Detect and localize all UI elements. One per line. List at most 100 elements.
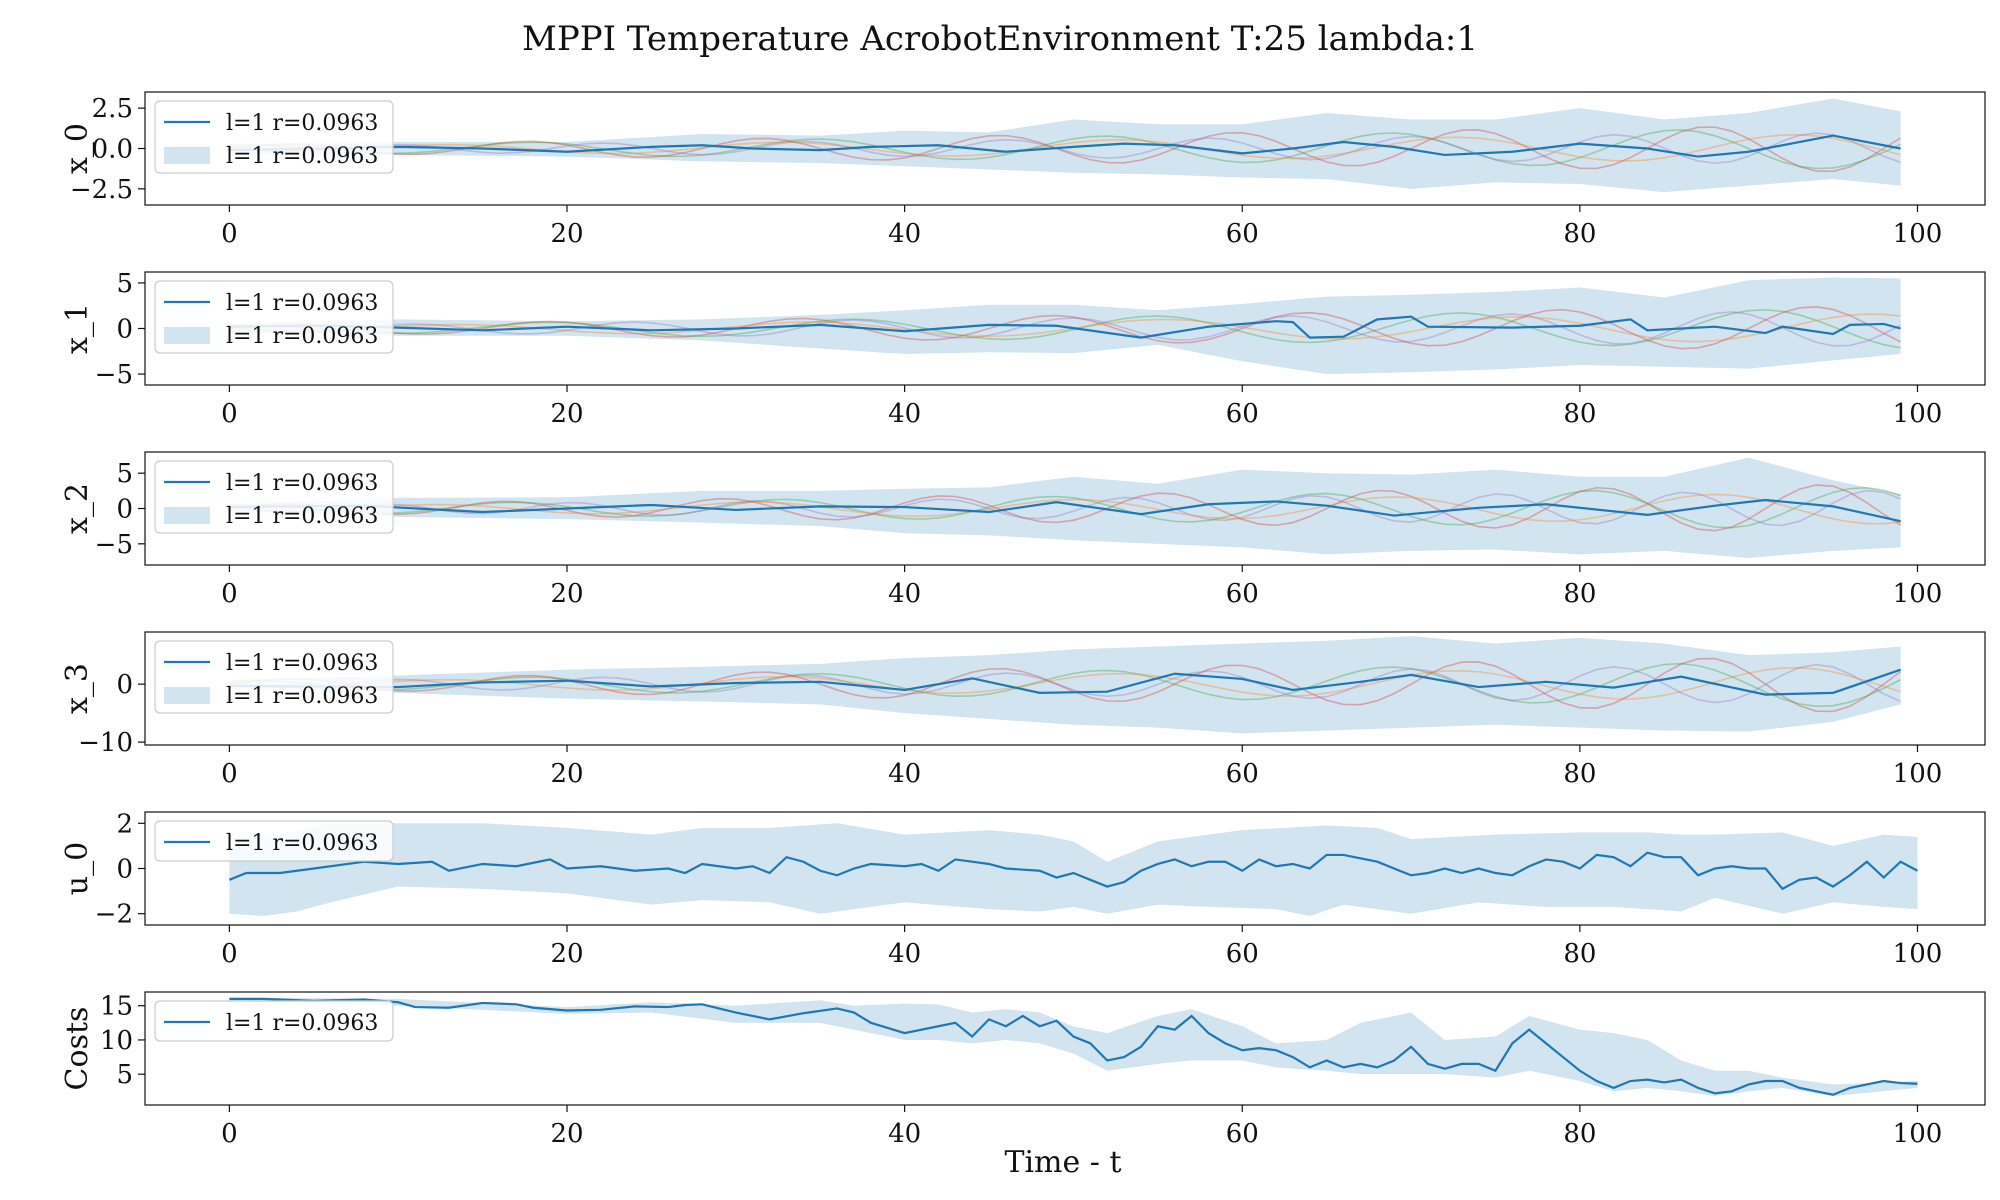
legend-band-swatch [164,147,210,164]
sample-trajectory-2 [229,309,1901,349]
mean-line [228,851,1918,891]
x-tick-label: 20 [550,579,583,609]
legend-box [154,820,394,862]
mean-line [229,134,1901,158]
axes-frame [144,991,1986,1106]
legend: l=1 r=0.0963 [154,1000,394,1042]
uncertainty-band [229,98,1901,193]
uncertainty-band [229,457,1901,558]
x-axis-label: Time - t [1004,1145,1121,1180]
x-tick-label: 40 [888,1119,921,1149]
y-tick-label: 5 [116,459,133,489]
x-tick-label: 60 [1226,939,1259,969]
x-tick-label: 60 [1226,579,1259,609]
plot-area-x-3 [229,636,1902,734]
legend-band-swatch [164,507,210,524]
x-tick-label: 0 [221,939,238,969]
uncertainty-band [229,277,1901,375]
x-tick-label: 80 [1563,759,1596,789]
y-tick-label: −5 [95,530,133,560]
sample-trajectory-1 [229,657,1902,713]
figure-title: MPPI Temperature AcrobotEnvironment T:25… [522,19,1478,59]
mean-line [229,997,1918,1096]
uncertainty-band [229,823,1918,916]
y-tick-label: −2.5 [70,175,133,205]
x-tick-label: 40 [888,759,921,789]
legend-label: l=1 r=0.0963 [226,291,378,316]
legend-box [154,280,394,354]
x-tick-label: 60 [1226,759,1259,789]
y-tick-label: 0 [116,670,133,700]
legend: l=1 r=0.0963 l=1 r=0.0963 [154,460,394,534]
legend: l=1 r=0.0963 l=1 r=0.0963 [154,100,394,174]
x-tick-label: 0 [221,1119,238,1149]
x-tick-label: 0 [221,399,238,429]
x-tick-label: 60 [1226,219,1259,249]
x-tick-label: 20 [550,1119,583,1149]
plot-area-u-0 [228,823,1918,916]
y-axis-label: x_0 [60,123,95,174]
legend: l=1 r=0.0963 [154,820,394,862]
axes-frame [144,631,1986,746]
plot-area-x-2 [229,457,1902,558]
y-tick-label: 0 [116,495,133,525]
plot-area-costs [229,997,1918,1097]
y-tick-label: −10 [78,728,133,758]
sample-trajectory-2 [229,129,1901,170]
x-tick-label: 80 [1563,939,1596,969]
legend-box [154,100,394,174]
x-tick-label: 80 [1563,579,1596,609]
sample-trajectory-1 [229,306,1901,350]
x-tick-label: 60 [1226,399,1259,429]
x-tick-label: 40 [888,219,921,249]
legend-label: l=1 r=0.0963 [226,504,378,529]
uncertainty-band [229,636,1901,734]
legend-box [154,460,394,534]
x-tick-label: 20 [550,399,583,429]
x-tick-label: 20 [550,939,583,969]
y-axis-label: Costs [60,1007,95,1091]
y-axis-label: u_0 [60,842,95,895]
mean-line [229,668,1901,696]
plot-area-x-1 [229,277,1901,375]
sample-trajectory-2 [229,487,1901,529]
x-tick-label: 100 [1893,579,1943,609]
legend-box [154,640,394,714]
sample-trajectory-3 [229,132,1901,164]
sample-trajectory-3 [229,311,1901,347]
x-tick-label: 80 [1563,219,1596,249]
y-tick-label: 0 [116,855,133,885]
legend-band-swatch [164,687,210,704]
x-tick-label: 60 [1226,1119,1259,1149]
legend: l=1 r=0.0963 l=1 r=0.0963 [154,640,394,714]
y-tick-label: 10 [100,1026,133,1056]
legend-label: l=1 r=0.0963 [226,1011,378,1036]
x-tick-label: 100 [1893,219,1943,249]
y-tick-label: 0.0 [92,135,133,165]
sample-trajectory-4 [229,313,1901,343]
x-tick-label: 100 [1893,939,1943,969]
x-tick-label: 0 [221,579,238,609]
sample-trajectory-4 [229,134,1901,162]
x-tick-label: 100 [1893,1119,1943,1149]
legend: l=1 r=0.0963 l=1 r=0.0963 [154,280,394,354]
legend-box [154,1000,394,1042]
x-tick-label: 100 [1893,759,1943,789]
x-tick-label: 100 [1893,399,1943,429]
x-tick-label: 20 [550,759,583,789]
x-tick-label: 20 [550,219,583,249]
x-tick-label: 0 [221,219,238,249]
subplot-costs: 5 10 15 0 20 40 60 80 100 Costs l=1 r=0.0963 [60,991,1986,1149]
sample-trajectory-1 [229,484,1902,532]
legend-label: l=1 r=0.0963 [226,651,378,676]
x-tick-label: 40 [888,399,921,429]
legend-label: l=1 r=0.0963 [226,471,378,496]
y-tick-label: −2 [95,900,133,930]
y-tick-label: 5 [116,269,133,299]
